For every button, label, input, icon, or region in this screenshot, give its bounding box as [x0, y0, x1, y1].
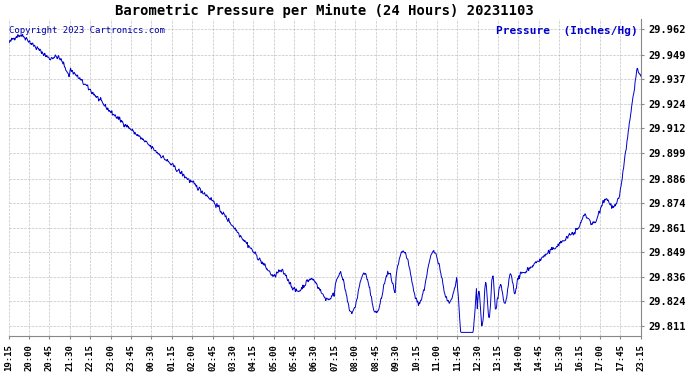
Text: Copyright 2023 Cartronics.com: Copyright 2023 Cartronics.com	[9, 26, 165, 35]
Text: Pressure  (Inches/Hg): Pressure (Inches/Hg)	[496, 26, 638, 36]
Title: Barometric Pressure per Minute (24 Hours) 20231103: Barometric Pressure per Minute (24 Hours…	[115, 4, 534, 18]
